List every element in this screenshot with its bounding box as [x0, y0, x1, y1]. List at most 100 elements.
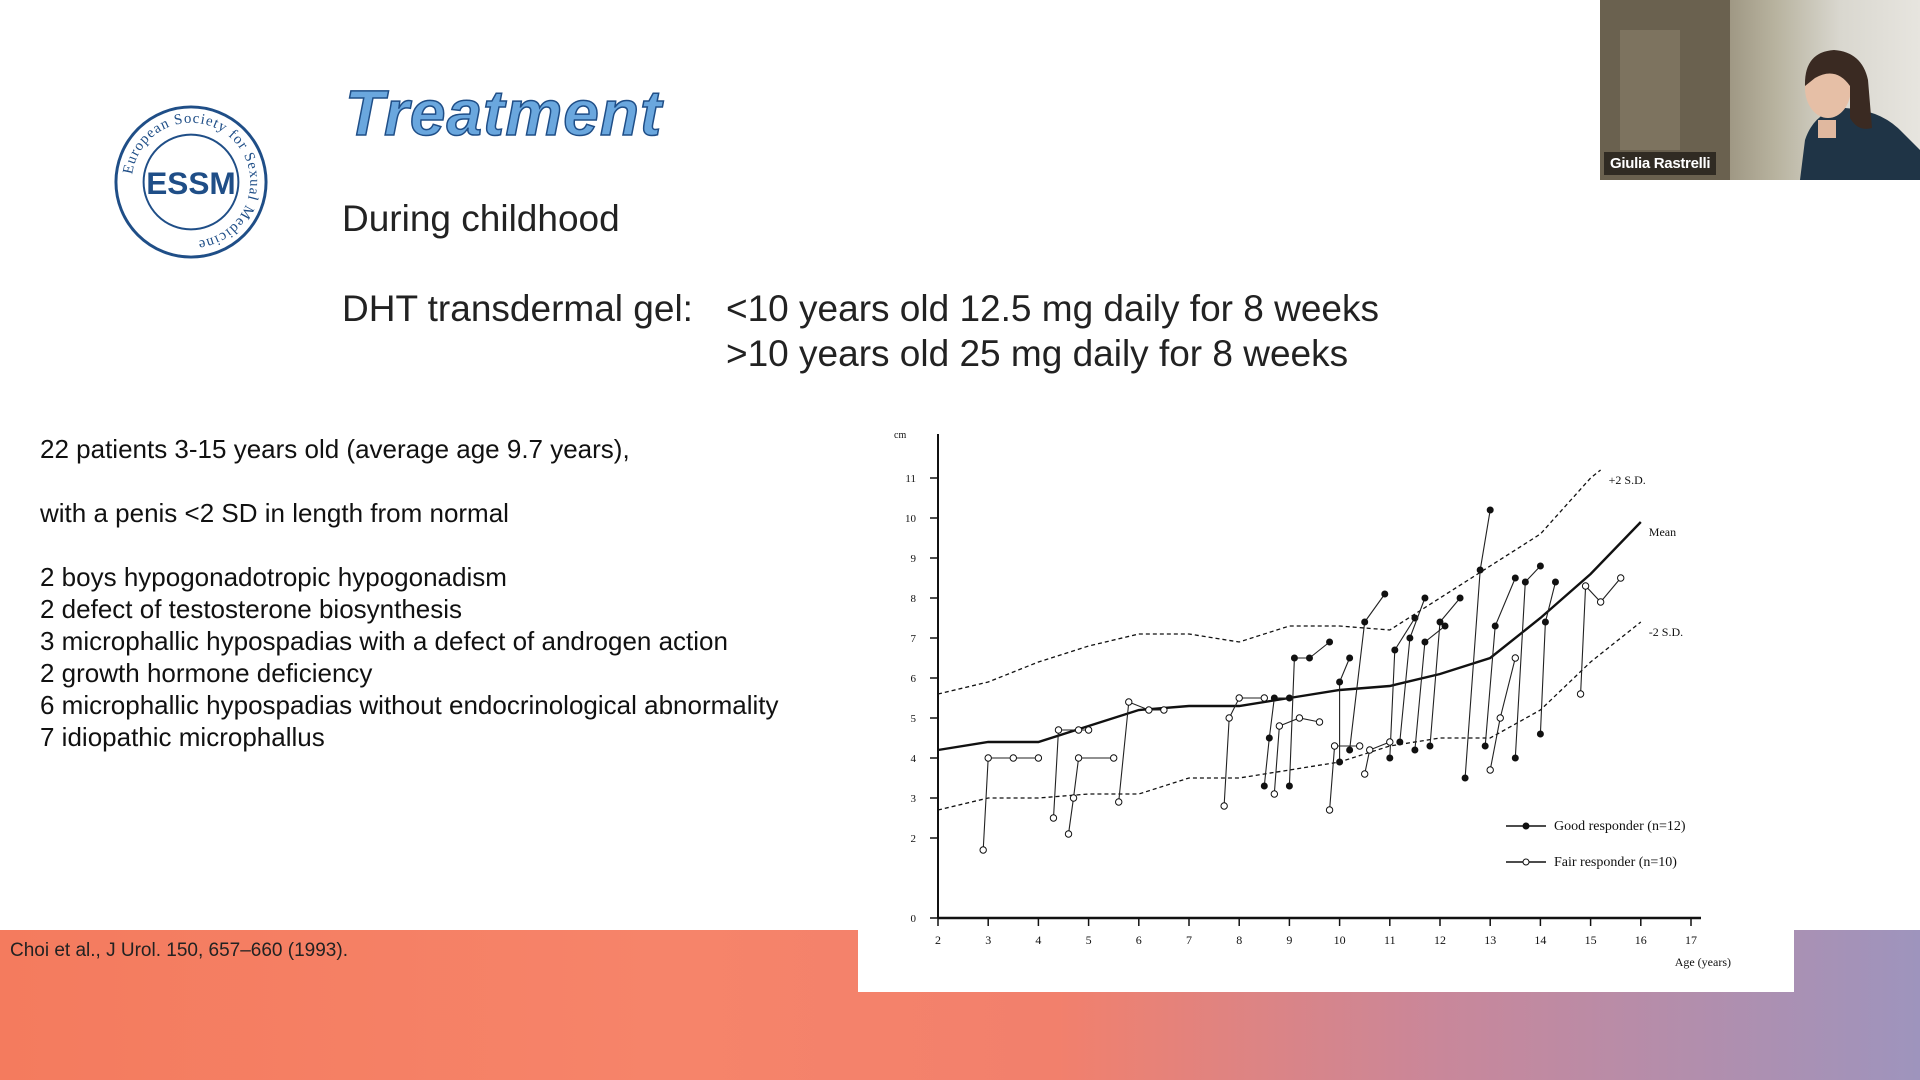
data-point	[1576, 690, 1585, 698]
growth-chart: 2 3 4 5 6 7 8 9 10 11 12 13 14 15 16 17 Age (years) 0 2 3 4 5…	[894, 430, 1731, 969]
info-line: 2 growth hormone deficiency	[40, 658, 373, 688]
x-tick-label: 7	[1186, 933, 1192, 947]
dose-line-over-10: >10 years old 25 mg daily for 8 weeks	[726, 333, 1349, 374]
x-tick-label: 3	[985, 933, 991, 947]
patient-trajectory	[1580, 577, 1622, 695]
y-tick-label: 7	[911, 633, 917, 645]
patient-trajectory	[1263, 697, 1290, 787]
data-point	[1225, 714, 1233, 722]
data-point	[1270, 790, 1279, 798]
data-point	[1386, 754, 1394, 762]
info-line: 2 boys hypogonadotropic hypogonadism	[40, 562, 507, 592]
data-point	[1355, 742, 1364, 750]
data-point	[1496, 714, 1504, 722]
logo-initials: ESSM	[146, 165, 236, 201]
legend-label: Good responder (n=12)	[1554, 819, 1686, 834]
patient-trajectory	[1052, 729, 1089, 819]
patient-trajectory	[1414, 625, 1446, 751]
y-tick-label: 4	[911, 753, 917, 765]
patient-trajectory	[1539, 581, 1557, 735]
data-point	[1381, 590, 1389, 598]
legend-marker	[1522, 858, 1530, 866]
legend-label: Fair responder (n=10)	[1554, 855, 1677, 870]
data-point	[1461, 774, 1469, 782]
data-point	[1069, 794, 1078, 802]
data-point	[1260, 782, 1268, 790]
data-point	[1326, 638, 1334, 646]
data-point	[1285, 694, 1293, 702]
webcam-thumbnail[interactable]: Giulia Rastrelli	[1600, 0, 1920, 180]
info-line: 7 idiopathic microphallus	[40, 722, 325, 752]
data-point	[1115, 798, 1123, 806]
reference-line-label: +2 S.D.	[1609, 473, 1646, 487]
y-tick-label: 0	[911, 913, 917, 925]
data-point	[1315, 718, 1324, 726]
data-point	[1536, 730, 1544, 738]
data-point	[1009, 754, 1018, 762]
patient-trajectory	[1223, 697, 1265, 807]
data-point	[1110, 754, 1118, 762]
data-point	[1346, 746, 1354, 754]
data-point	[1456, 594, 1464, 602]
chart-panel: 2 3 4 5 6 7 8 9 10 11 12 13 14 15 16 17 Age (years) 0 2 3 4 5…	[858, 428, 1794, 992]
data-point	[1084, 726, 1093, 734]
essm-logo: European Society for Sexual Medicine ESS…	[114, 105, 268, 259]
data-point	[1336, 758, 1344, 766]
info-line: with a penis <2 SD in length from normal	[40, 498, 509, 528]
reference-line-label: -2 S.D.	[1649, 625, 1683, 639]
data-point	[1481, 742, 1489, 750]
patient-trajectory	[1514, 565, 1541, 759]
x-tick-label: 9	[1286, 933, 1292, 947]
data-point	[1325, 806, 1334, 814]
data-point	[1260, 694, 1268, 702]
slide-title: Treatment	[344, 76, 663, 150]
x-tick-label: 17	[1685, 933, 1697, 947]
y-tick-label: 2	[911, 833, 917, 845]
data-point	[1521, 578, 1529, 586]
data-point	[1411, 746, 1419, 754]
x-tick-label: 6	[1136, 933, 1142, 947]
x-tick-label: 16	[1635, 933, 1647, 947]
data-point	[1491, 622, 1499, 630]
data-point	[1551, 578, 1559, 586]
participant-name-tag: Giulia Rastrelli	[1604, 152, 1717, 175]
data-point	[1511, 574, 1519, 582]
info-line: 3 microphallic hypospadias with a defect…	[40, 626, 728, 656]
data-point	[1270, 694, 1278, 702]
data-point	[1486, 506, 1494, 514]
data-point	[1476, 566, 1484, 574]
data-point	[1336, 678, 1344, 686]
reference-line	[937, 521, 1642, 752]
data-point	[1064, 830, 1073, 838]
y-tick-label: 8	[911, 593, 917, 605]
x-tick-label: 2	[935, 933, 941, 947]
data-point	[1361, 618, 1369, 626]
info-line: 2 defect of testosterone biosynthesis	[40, 594, 463, 624]
data-point	[1054, 726, 1063, 734]
x-tick-label: 15	[1585, 933, 1597, 947]
data-point	[1074, 754, 1083, 762]
dose-line-under-10: <10 years old 12.5 mg daily for 8 weeks	[726, 288, 1379, 329]
legend-marker	[1522, 822, 1530, 830]
y-tick-label: 11	[905, 473, 916, 485]
x-tick-label: 12	[1434, 933, 1446, 947]
x-axis-label: Age (years)	[1675, 955, 1731, 969]
data-point	[1145, 706, 1153, 714]
x-tick-label: 14	[1534, 933, 1546, 947]
data-point	[1265, 734, 1273, 742]
webcam-video	[1600, 0, 1920, 180]
data-point	[1511, 754, 1519, 762]
data-point	[1386, 738, 1394, 746]
patient-trajectory	[1118, 701, 1164, 803]
data-point	[1330, 742, 1339, 750]
data-point	[1421, 638, 1429, 646]
y-unit-label: cm	[894, 430, 906, 441]
y-tick-label: 10	[905, 513, 917, 525]
x-tick-label: 11	[1384, 933, 1396, 947]
data-point	[1290, 654, 1298, 662]
x-tick-label: 4	[1035, 933, 1041, 947]
slide-subtitle: During childhood	[342, 198, 620, 239]
patient-trajectory	[1349, 593, 1386, 751]
data-point	[1426, 742, 1434, 750]
